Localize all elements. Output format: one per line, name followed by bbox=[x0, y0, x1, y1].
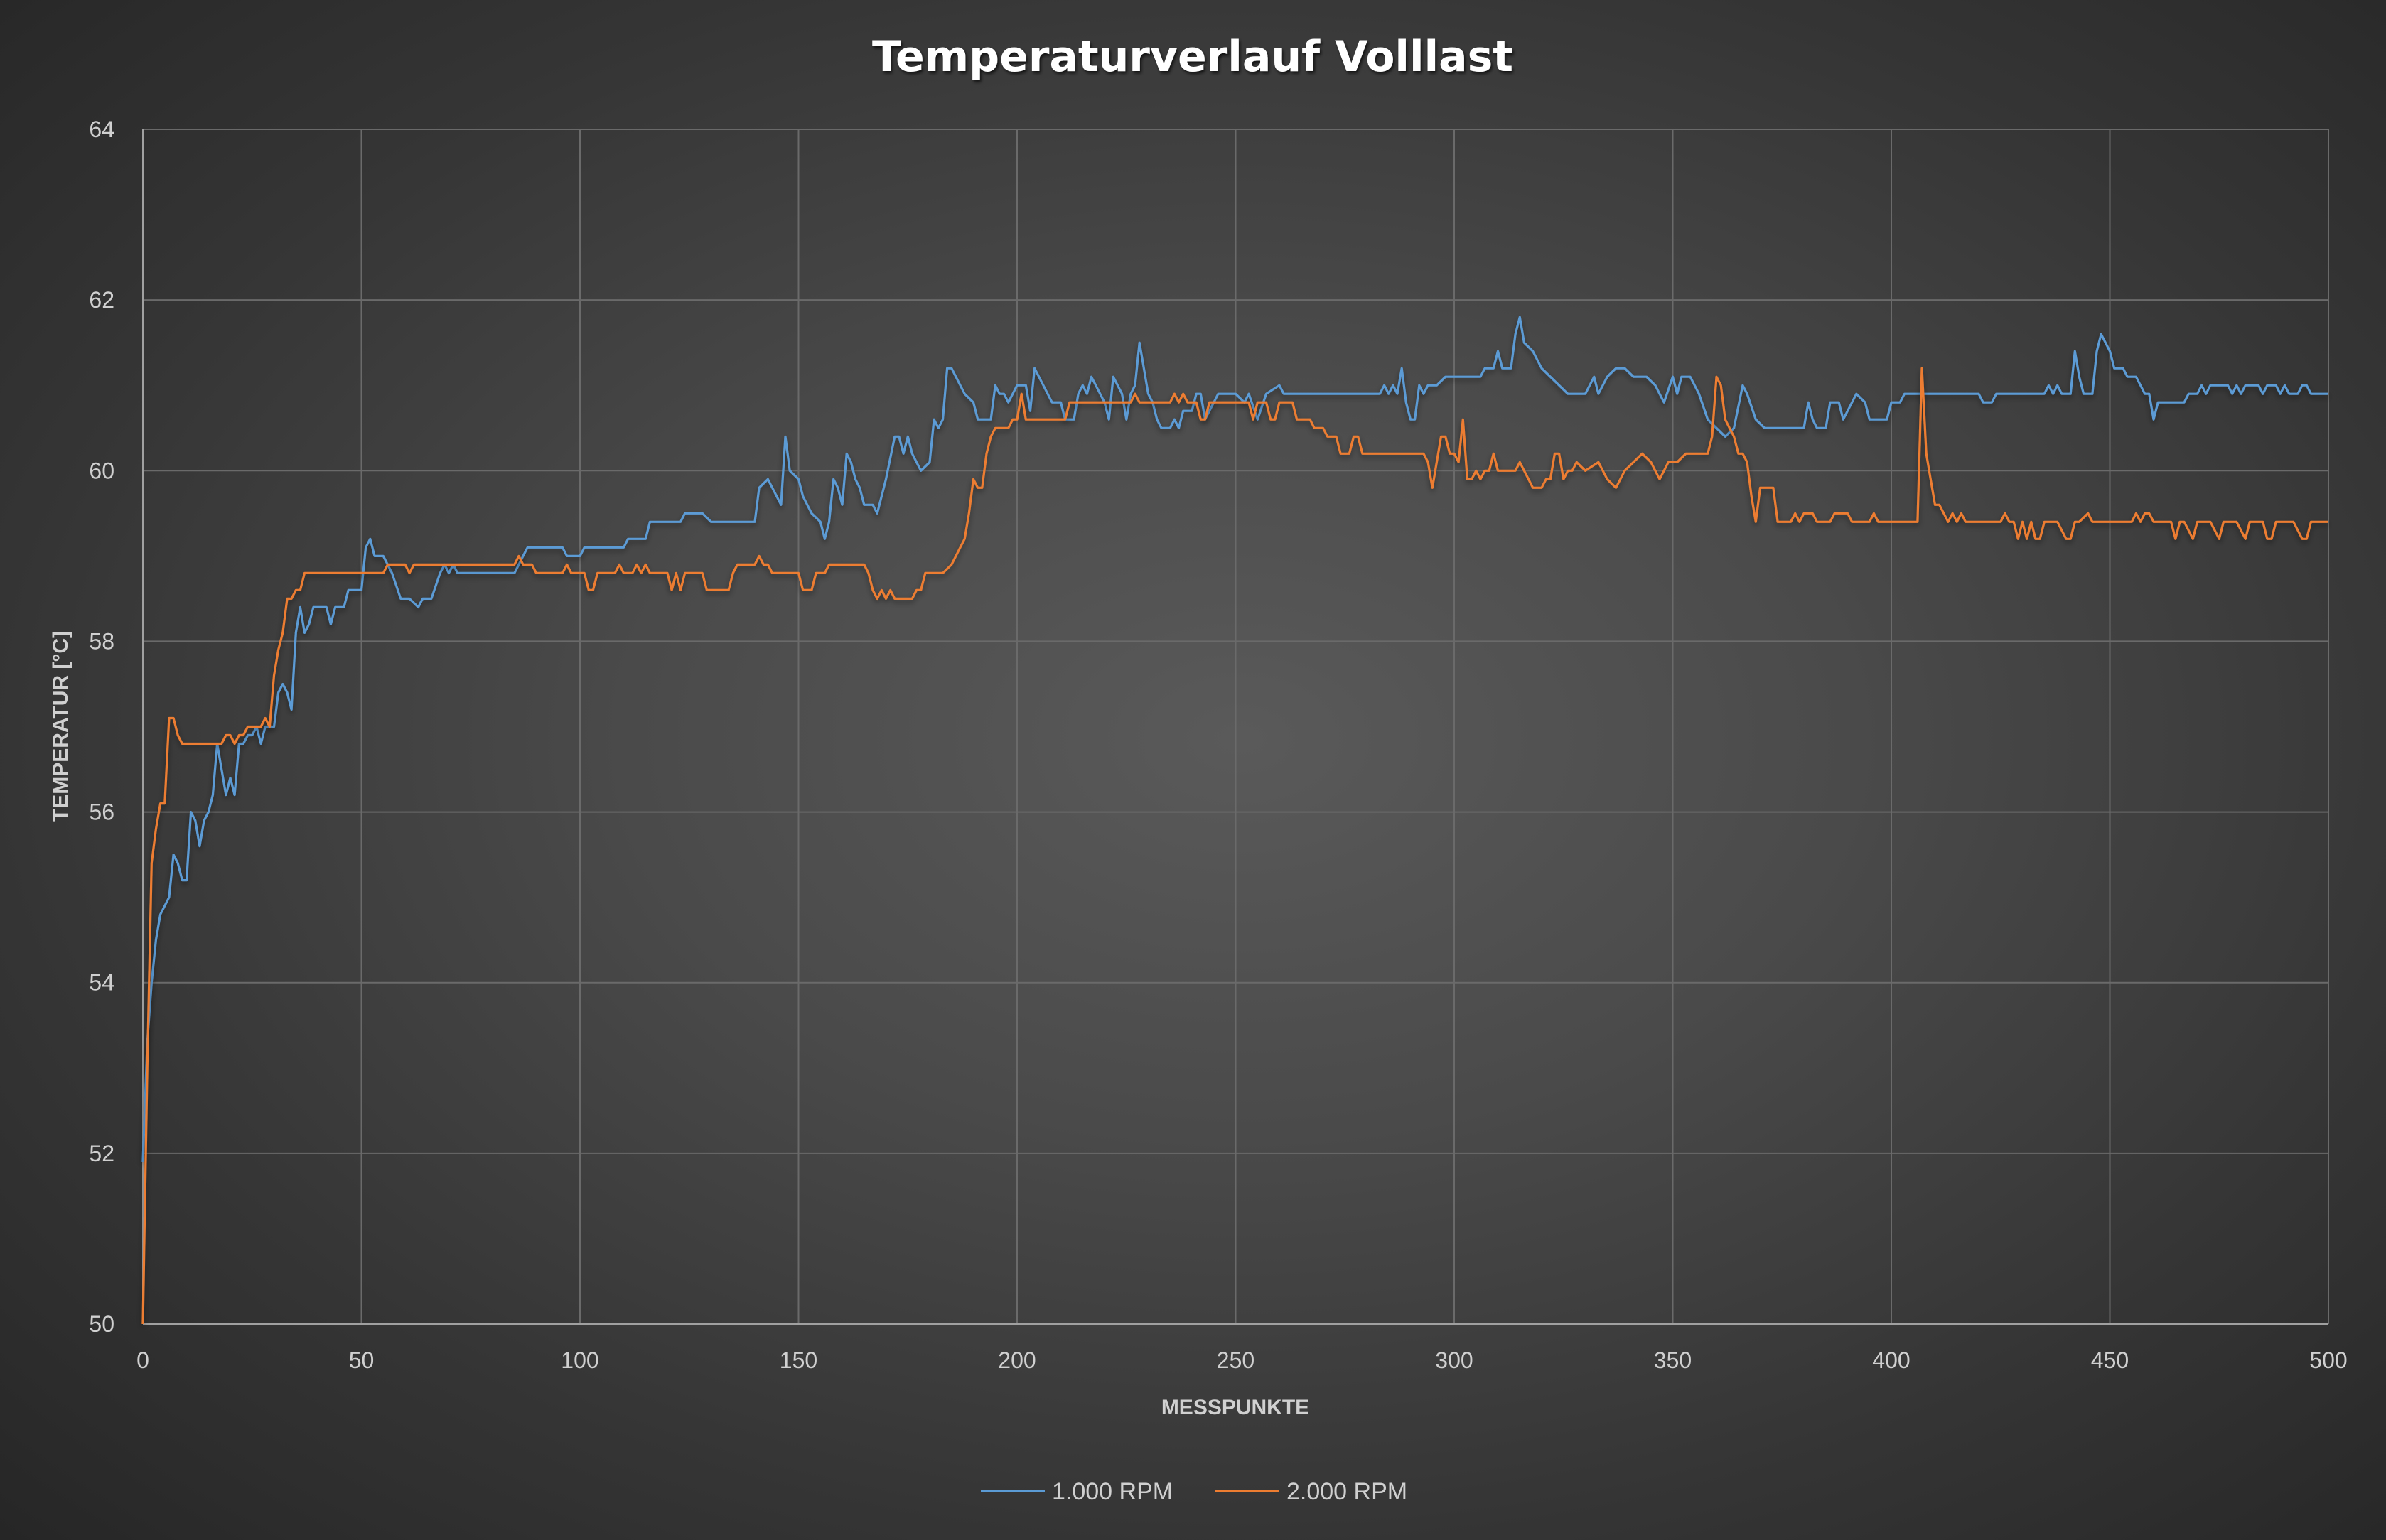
x-tick-label: 250 bbox=[1217, 1347, 1254, 1373]
x-tick-label: 500 bbox=[2309, 1347, 2347, 1373]
legend-label: 1.000 RPM bbox=[1052, 1478, 1173, 1505]
series-line-1 bbox=[141, 316, 2328, 1162]
x-tick-label: 300 bbox=[1435, 1347, 1473, 1373]
x-tick-label: 150 bbox=[780, 1347, 817, 1373]
series-line-2 bbox=[141, 367, 2328, 1325]
x-axis-title: MESSPUNKTE bbox=[1161, 1396, 1309, 1419]
legend: 1.000 RPM 2.000 RPM bbox=[981, 1478, 1407, 1505]
x-tick-label: 50 bbox=[349, 1347, 375, 1373]
x-tick-label: 350 bbox=[1654, 1347, 1692, 1373]
x-tick-label: 0 bbox=[136, 1347, 149, 1373]
x-tick-label: 400 bbox=[1872, 1347, 1910, 1373]
chart-title: Temperaturverlauf Volllast bbox=[872, 32, 1513, 82]
y-tick-label: 64 bbox=[89, 117, 114, 142]
y-tick-label: 56 bbox=[89, 799, 114, 825]
y-tick-label: 54 bbox=[89, 970, 114, 996]
y-tick-label: 58 bbox=[89, 628, 114, 654]
x-tick-label: 100 bbox=[561, 1347, 598, 1373]
y-tick-label: 60 bbox=[89, 458, 114, 483]
y-tick-label: 62 bbox=[89, 287, 114, 313]
tick-labels: 0 50 100 150 200 250 300 350 400 450 500 50 52 54 56 58… bbox=[89, 117, 2347, 1373]
x-tick-label: 200 bbox=[998, 1347, 1036, 1373]
gridlines bbox=[142, 129, 2329, 1325]
y-tick-label: 52 bbox=[89, 1141, 114, 1166]
axes bbox=[142, 129, 2328, 1325]
legend-label: 2.000 RPM bbox=[1286, 1478, 1407, 1505]
x-tick-label: 450 bbox=[2091, 1347, 2129, 1373]
y-axis-title: TEMPERATUR [°C] bbox=[49, 631, 72, 822]
y-tick-label: 50 bbox=[89, 1311, 114, 1337]
series-lines bbox=[141, 316, 2328, 1325]
